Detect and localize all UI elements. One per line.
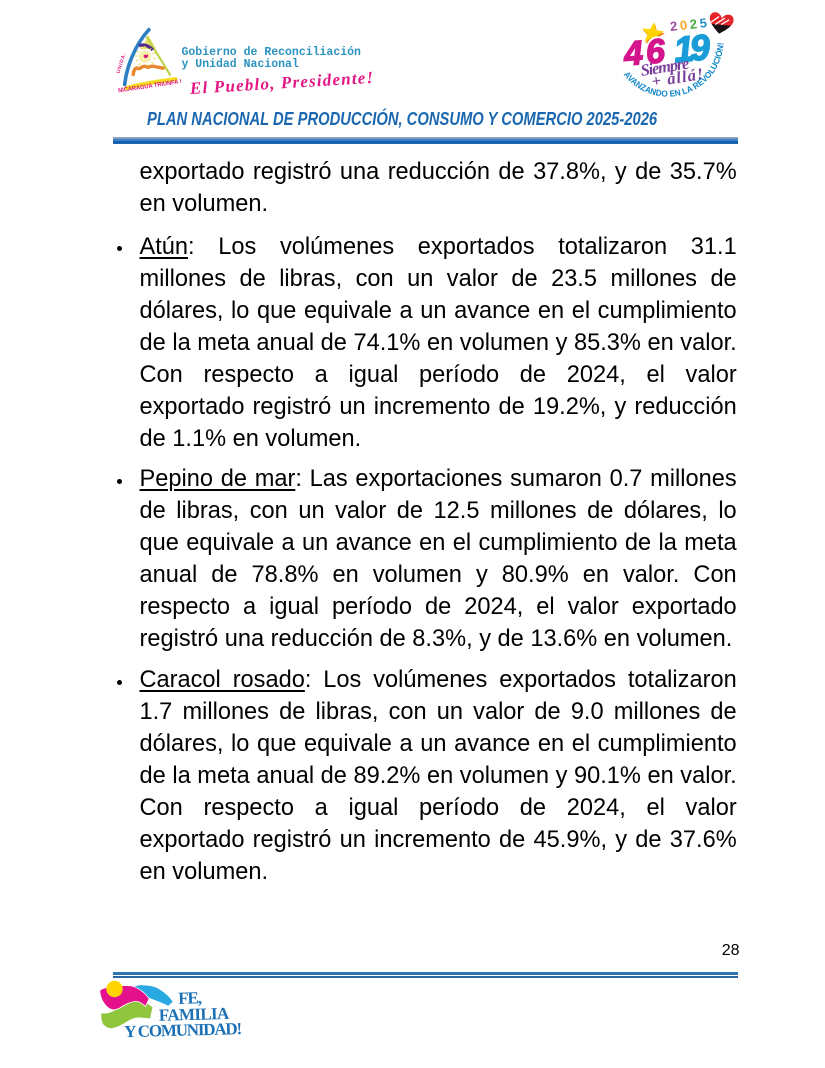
svg-text:FE,: FE,: [178, 988, 202, 1008]
svg-text:46: 46: [621, 32, 669, 74]
svg-text:Y COMUNIDAD!: Y COMUNIDAD!: [124, 1019, 242, 1041]
svg-text:46: 46: [621, 32, 669, 74]
svg-text:FAMILIA: FAMILIA: [159, 1004, 231, 1025]
svg-text:NICARAGUA TRIUNFA !: NICARAGUA TRIUNFA !: [118, 78, 182, 94]
svg-text:2025: 2025: [669, 15, 710, 34]
